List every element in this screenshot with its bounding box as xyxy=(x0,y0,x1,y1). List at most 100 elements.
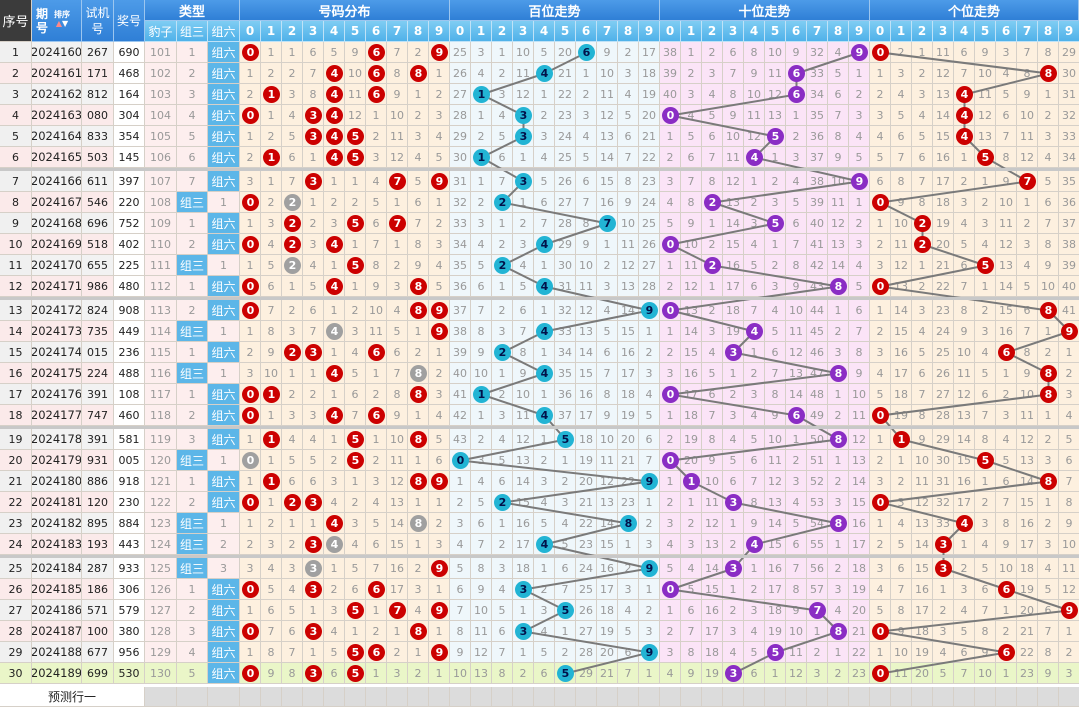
cell-distribution-miss: 1 xyxy=(324,171,345,192)
cell-tens-miss: 20 xyxy=(849,600,870,621)
distribution-hit-ball-0: 0 xyxy=(242,302,259,319)
cell-distribution-miss: 6 xyxy=(261,276,282,297)
cell-tens-miss: 1 xyxy=(660,471,681,492)
cell-distribution-miss: 14 xyxy=(387,513,408,534)
cell-units-miss: 20 xyxy=(1017,600,1038,621)
units-hit-ball-0: 0 xyxy=(872,665,889,682)
cell-hundreds-miss: 21 xyxy=(618,450,639,471)
cell-units-miss: 2 xyxy=(870,534,891,555)
cell-hundreds-miss: 6 xyxy=(492,147,513,168)
cell-units-miss: 5 xyxy=(912,342,933,363)
row-winning-number: 108 xyxy=(114,384,145,405)
cell-distribution-miss: 1 xyxy=(240,255,261,276)
cell-hundreds-miss: 1 xyxy=(534,255,555,276)
cell-tens-miss: 7 xyxy=(744,471,765,492)
header-period-sort[interactable]: 期号 排序 ▲▼ xyxy=(32,0,82,42)
cell-distribution-miss: 10 xyxy=(387,105,408,126)
cell-distribution-miss: 1 xyxy=(303,363,324,384)
distribution-hit-ball-9: 9 xyxy=(431,173,448,190)
cell-distribution-miss: 3 xyxy=(282,321,303,342)
hundreds-hit-ball-1: 1 xyxy=(473,86,490,103)
cell-units-miss: 13 xyxy=(912,513,933,534)
cell-hundreds-miss: 9 xyxy=(597,42,618,63)
cell-tens-miss: 32 xyxy=(807,42,828,63)
cell-tens-miss: 2 xyxy=(744,579,765,600)
tens-hit-ball-5: 5 xyxy=(767,644,784,661)
row-seq: 1 xyxy=(0,42,32,63)
distribution-hit-ball-6: 6 xyxy=(368,86,385,103)
cell-hundreds-miss: 15 xyxy=(513,492,534,513)
row-baozi-miss: 124 xyxy=(145,534,177,555)
row-seq: 13 xyxy=(0,300,32,321)
cell-distribution-miss: 1 xyxy=(324,300,345,321)
cell-hundreds-miss: 1 xyxy=(639,492,660,513)
cell-tens-miss: 2 xyxy=(660,492,681,513)
row-winning-number: 304 xyxy=(114,105,145,126)
cell-tens-miss: 3 xyxy=(849,234,870,255)
cell-distribution-miss: 1 xyxy=(324,558,345,579)
row-test-number: 267 xyxy=(82,42,114,63)
cell-distribution-miss: 1 xyxy=(408,534,429,555)
sort-down-icon[interactable]: ▼ xyxy=(62,19,69,28)
cell-distribution-miss: 3 xyxy=(429,384,450,405)
cell-units-miss: 11 xyxy=(954,363,975,384)
row-zu3-miss: 2 xyxy=(177,63,208,84)
cell-distribution-miss: 6 xyxy=(324,663,345,684)
tens-hit-ball-5: 5 xyxy=(767,128,784,145)
cell-distribution-miss: 1 xyxy=(240,513,261,534)
cell-units-miss: 9 xyxy=(1038,663,1059,684)
cell-tens-miss: 8 xyxy=(765,384,786,405)
row-zu3-miss: 1 xyxy=(177,276,208,297)
row-baozi-miss: 120 xyxy=(145,450,177,471)
cell-tens-miss: 6 xyxy=(723,42,744,63)
cell-distribution-miss: 4 xyxy=(282,579,303,600)
row-baozi-miss: 116 xyxy=(145,363,177,384)
row-baozi-miss: 112 xyxy=(145,276,177,297)
header-baozi: 豹子 xyxy=(145,21,177,42)
predict-cell xyxy=(534,687,555,707)
row-test-number: 120 xyxy=(82,492,114,513)
cell-units-miss: 19 xyxy=(891,405,912,426)
cell-hundreds-miss: 3 xyxy=(597,276,618,297)
row-baozi-miss: 110 xyxy=(145,234,177,255)
cell-hundreds-miss: 1 xyxy=(492,42,513,63)
row-seq: 20 xyxy=(0,450,32,471)
sort-control[interactable]: 排序 ▲▼ xyxy=(54,10,70,28)
row-seq: 17 xyxy=(0,384,32,405)
cell-hundreds-miss: 17 xyxy=(639,42,660,63)
cell-distribution-miss: 5 xyxy=(303,276,324,297)
cell-tens-miss: 3 xyxy=(765,276,786,297)
cell-tens-miss: 46 xyxy=(807,342,828,363)
cell-units-miss: 3 xyxy=(870,255,891,276)
cell-hundreds-miss: 5 xyxy=(492,600,513,621)
cell-hundreds-miss: 19 xyxy=(639,84,660,105)
hundreds-hit-ball-2: 2 xyxy=(494,344,511,361)
cell-units-miss: 1 xyxy=(975,171,996,192)
cell-hundreds-miss: 5 xyxy=(492,126,513,147)
cell-tens-miss: 2 xyxy=(849,213,870,234)
cell-units-miss: 14 xyxy=(891,300,912,321)
cell-units-miss: 17 xyxy=(954,492,975,513)
row-winning-number: 236 xyxy=(114,342,145,363)
cell-hundreds-miss: 14 xyxy=(513,471,534,492)
row-baozi-miss: 127 xyxy=(145,600,177,621)
cell-hundreds-miss: 35 xyxy=(555,363,576,384)
hundreds-hit-ball-5: 5 xyxy=(557,602,574,619)
cell-units-miss: 17 xyxy=(1017,534,1038,555)
cell-hundreds-miss: 32 xyxy=(450,192,471,213)
cell-tens-miss: 4 xyxy=(681,558,702,579)
cell-distribution-miss: 2 xyxy=(324,579,345,600)
cell-distribution-miss: 7 xyxy=(387,363,408,384)
sort-up-icon[interactable]: ▲ xyxy=(55,19,62,28)
cell-hundreds-miss: 17 xyxy=(513,534,534,555)
cell-distribution-miss: 2 xyxy=(303,213,324,234)
cell-distribution-miss: 1 xyxy=(282,42,303,63)
distribution-hit-ball-6: 6 xyxy=(368,65,385,82)
cell-units-miss: 4 xyxy=(1038,147,1059,168)
cell-tens-miss: 7 xyxy=(828,105,849,126)
cell-hundreds-miss: 21 xyxy=(597,663,618,684)
cell-units-miss: 3 xyxy=(891,63,912,84)
cell-units-miss: 8 xyxy=(954,300,975,321)
cell-distribution-miss: 11 xyxy=(366,321,387,342)
header-hundreds-digit-4: 4 xyxy=(534,21,555,42)
